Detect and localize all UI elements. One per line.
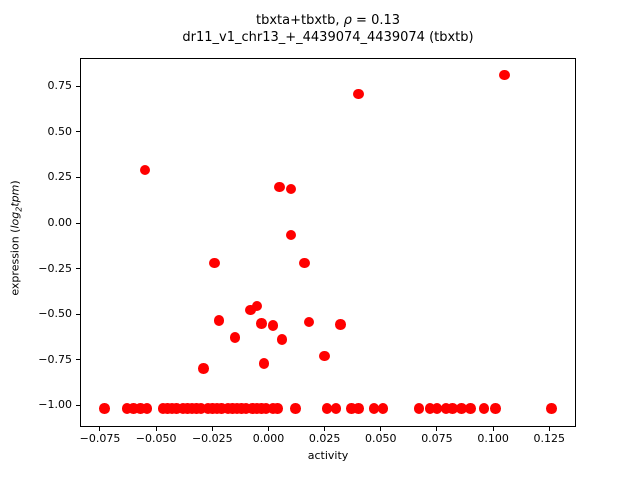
data-point bbox=[440, 403, 452, 414]
data-point bbox=[240, 403, 252, 414]
data-point bbox=[256, 318, 267, 329]
data-point bbox=[456, 403, 467, 414]
data-point bbox=[346, 403, 357, 414]
data-point bbox=[171, 403, 182, 414]
y-tick-label: 0.00 bbox=[47, 216, 73, 230]
data-point bbox=[490, 403, 501, 414]
data-point bbox=[321, 403, 333, 414]
y-tick-mark bbox=[76, 176, 80, 178]
y-axis-label-sub: 2 bbox=[14, 206, 24, 212]
y-tick-mark bbox=[76, 404, 80, 406]
data-point bbox=[139, 164, 151, 176]
x-tick-label: 0.025 bbox=[308, 432, 341, 445]
x-tick-label: 0.075 bbox=[421, 432, 453, 445]
x-tick-label: 0.125 bbox=[533, 432, 566, 445]
data-point bbox=[447, 403, 458, 414]
plot-area bbox=[80, 58, 576, 427]
data-point bbox=[276, 334, 288, 345]
data-point bbox=[285, 183, 297, 195]
data-point bbox=[499, 69, 510, 81]
data-point bbox=[135, 403, 146, 414]
y-tick-label: −0.50 bbox=[38, 307, 72, 321]
x-tick-mark bbox=[99, 427, 101, 431]
chart-title-post: = 0.13 bbox=[351, 13, 401, 28]
y-tick-mark bbox=[76, 313, 80, 315]
y-tick-label: −0.75 bbox=[38, 352, 72, 366]
data-point bbox=[274, 181, 285, 193]
data-point bbox=[213, 315, 225, 326]
x-tick-label: 0.100 bbox=[477, 432, 509, 445]
data-point bbox=[267, 320, 279, 331]
data-point bbox=[478, 403, 490, 414]
data-point bbox=[209, 257, 220, 269]
chart-title-pre: tbxta+tbxtb, bbox=[255, 13, 344, 28]
y-tick-label: −0.25 bbox=[38, 261, 72, 275]
x-tick-mark bbox=[267, 427, 269, 431]
x-tick-label: −0.025 bbox=[191, 432, 233, 445]
data-point bbox=[195, 403, 207, 414]
y-tick-mark bbox=[76, 85, 80, 87]
data-point bbox=[353, 403, 364, 414]
rho-symbol: ρ bbox=[343, 13, 352, 28]
y-tick-label: 0.50 bbox=[47, 124, 73, 138]
data-point bbox=[546, 403, 557, 414]
data-point bbox=[198, 363, 209, 374]
x-tick-mark bbox=[324, 427, 326, 431]
data-point bbox=[377, 403, 389, 414]
data-point bbox=[251, 300, 263, 312]
data-point bbox=[121, 403, 133, 414]
data-point bbox=[272, 403, 283, 414]
data-point bbox=[353, 88, 364, 99]
data-point bbox=[229, 332, 241, 343]
y-tick-mark bbox=[76, 131, 80, 133]
x-tick-mark bbox=[492, 427, 494, 431]
y-tick-label: 0.75 bbox=[47, 79, 73, 93]
y-tick-mark bbox=[76, 222, 80, 224]
data-point bbox=[319, 350, 330, 362]
x-tick-mark bbox=[211, 427, 213, 431]
data-point bbox=[290, 403, 301, 414]
data-point bbox=[465, 403, 476, 414]
data-point bbox=[258, 358, 270, 369]
y-tick-label: 0.25 bbox=[47, 170, 73, 184]
data-point bbox=[260, 403, 272, 414]
x-axis-label: activity bbox=[307, 449, 349, 462]
x-tick-mark bbox=[155, 427, 157, 431]
y-tick-label: −1.00 bbox=[38, 398, 72, 412]
data-point bbox=[299, 257, 310, 269]
chart-subtitle: dr11_v1_chr13_+_4439074_4439074 (tbxtb) bbox=[182, 30, 474, 45]
x-tick-mark bbox=[380, 427, 382, 431]
data-point bbox=[431, 403, 443, 414]
x-tick-label: −0.075 bbox=[79, 432, 121, 445]
data-point bbox=[99, 403, 110, 414]
data-point bbox=[424, 403, 436, 414]
y-axis-label: expression (log2tpm) bbox=[8, 180, 23, 295]
data-point bbox=[216, 403, 227, 414]
data-point bbox=[413, 403, 425, 414]
data-point bbox=[368, 403, 380, 414]
y-tick-mark bbox=[76, 359, 80, 361]
x-tick-label: 0.000 bbox=[252, 432, 285, 445]
y-axis-label-tpm: tpm bbox=[8, 184, 22, 207]
x-tick-label: −0.050 bbox=[135, 432, 177, 445]
data-point bbox=[245, 304, 256, 316]
data-point bbox=[330, 403, 342, 414]
x-tick-mark bbox=[436, 427, 438, 431]
x-tick-mark bbox=[548, 427, 550, 431]
y-tick-mark bbox=[76, 268, 80, 270]
data-point bbox=[303, 316, 315, 328]
data-point bbox=[141, 403, 153, 414]
chart-title: tbxta+tbxtb, ρ = 0.13 bbox=[80, 12, 576, 29]
data-point bbox=[285, 229, 297, 241]
data-point bbox=[335, 319, 346, 330]
data-point bbox=[128, 403, 139, 414]
x-tick-label: 0.050 bbox=[365, 432, 397, 445]
